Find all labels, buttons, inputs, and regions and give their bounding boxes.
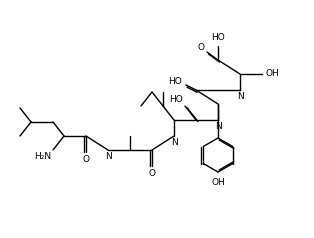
Text: OH: OH <box>211 178 225 187</box>
Text: O: O <box>149 169 155 178</box>
Text: HO: HO <box>168 78 182 86</box>
Text: N: N <box>105 152 111 161</box>
Text: HO: HO <box>169 95 183 104</box>
Text: N: N <box>215 122 221 131</box>
Text: O: O <box>197 44 204 53</box>
Text: O: O <box>83 155 89 164</box>
Text: N: N <box>237 92 243 101</box>
Text: H₂N: H₂N <box>34 152 51 161</box>
Text: OH: OH <box>266 69 280 79</box>
Text: HO: HO <box>211 33 225 42</box>
Text: N: N <box>171 138 177 147</box>
